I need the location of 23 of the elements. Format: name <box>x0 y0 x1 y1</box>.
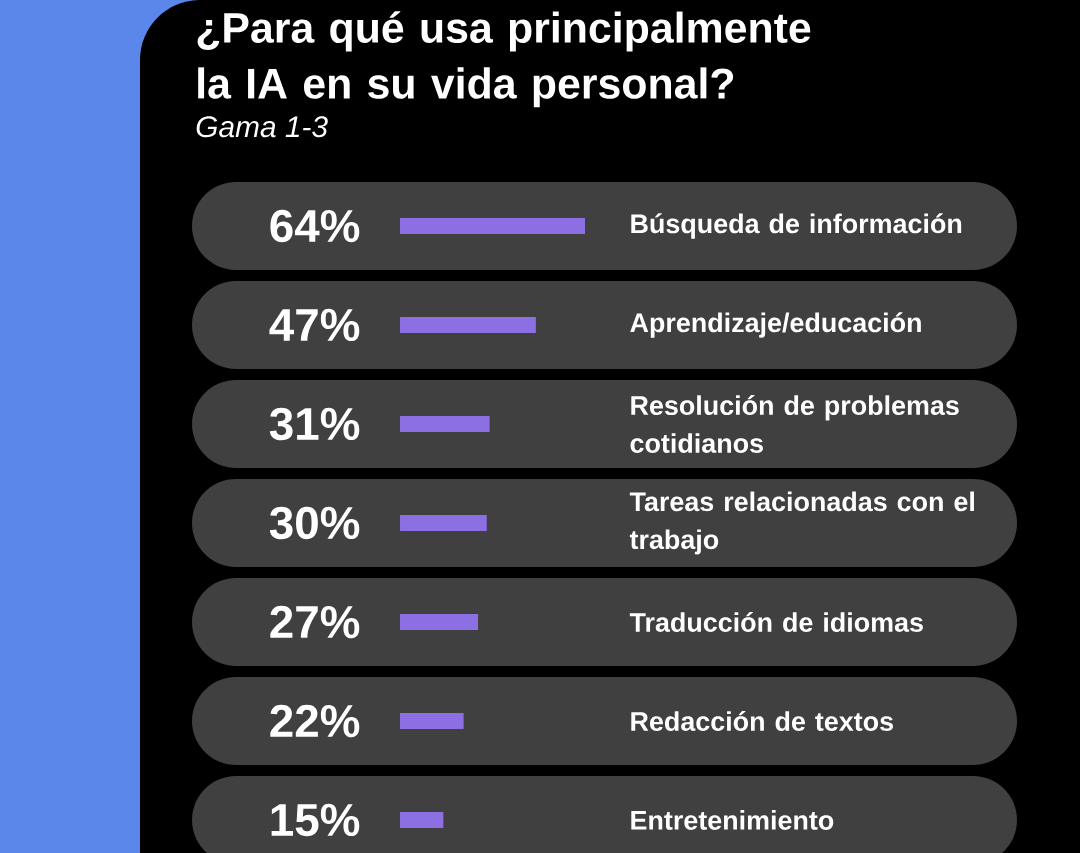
y-tick-label: Entretenimiento <box>631 810 834 830</box>
bar <box>400 218 586 234</box>
chart-title: ¿Para qué usa principalmente la IA en su vida personal? <box>197 11 811 108</box>
bar <box>400 317 536 333</box>
data-label: 47% <box>269 308 360 342</box>
data-label: 30% <box>269 506 360 540</box>
bar <box>400 812 444 828</box>
bar <box>400 515 487 531</box>
chart-subtitle: Gama 1-3 <box>196 116 328 138</box>
y-tick-label: Traducción de idiomas <box>629 612 923 632</box>
data-label: 15% <box>271 803 360 837</box>
data-label: 22% <box>270 704 360 738</box>
y-tick-label: Tareas relacionadas con el trabajo <box>629 491 974 555</box>
y-tick-label: Redacción de textos <box>631 711 893 731</box>
bar <box>400 713 464 729</box>
data-label: 31% <box>269 407 360 441</box>
y-tick-label: Búsqueda de información <box>631 213 962 239</box>
y-tick-label: Resolución de problemas cotidianos <box>630 395 959 453</box>
data-label: 64% <box>270 209 360 243</box>
y-tick-label: Aprendizaje/educación <box>630 312 921 338</box>
bar <box>400 416 490 432</box>
data-label: 27% <box>270 605 360 639</box>
bar <box>400 614 479 630</box>
